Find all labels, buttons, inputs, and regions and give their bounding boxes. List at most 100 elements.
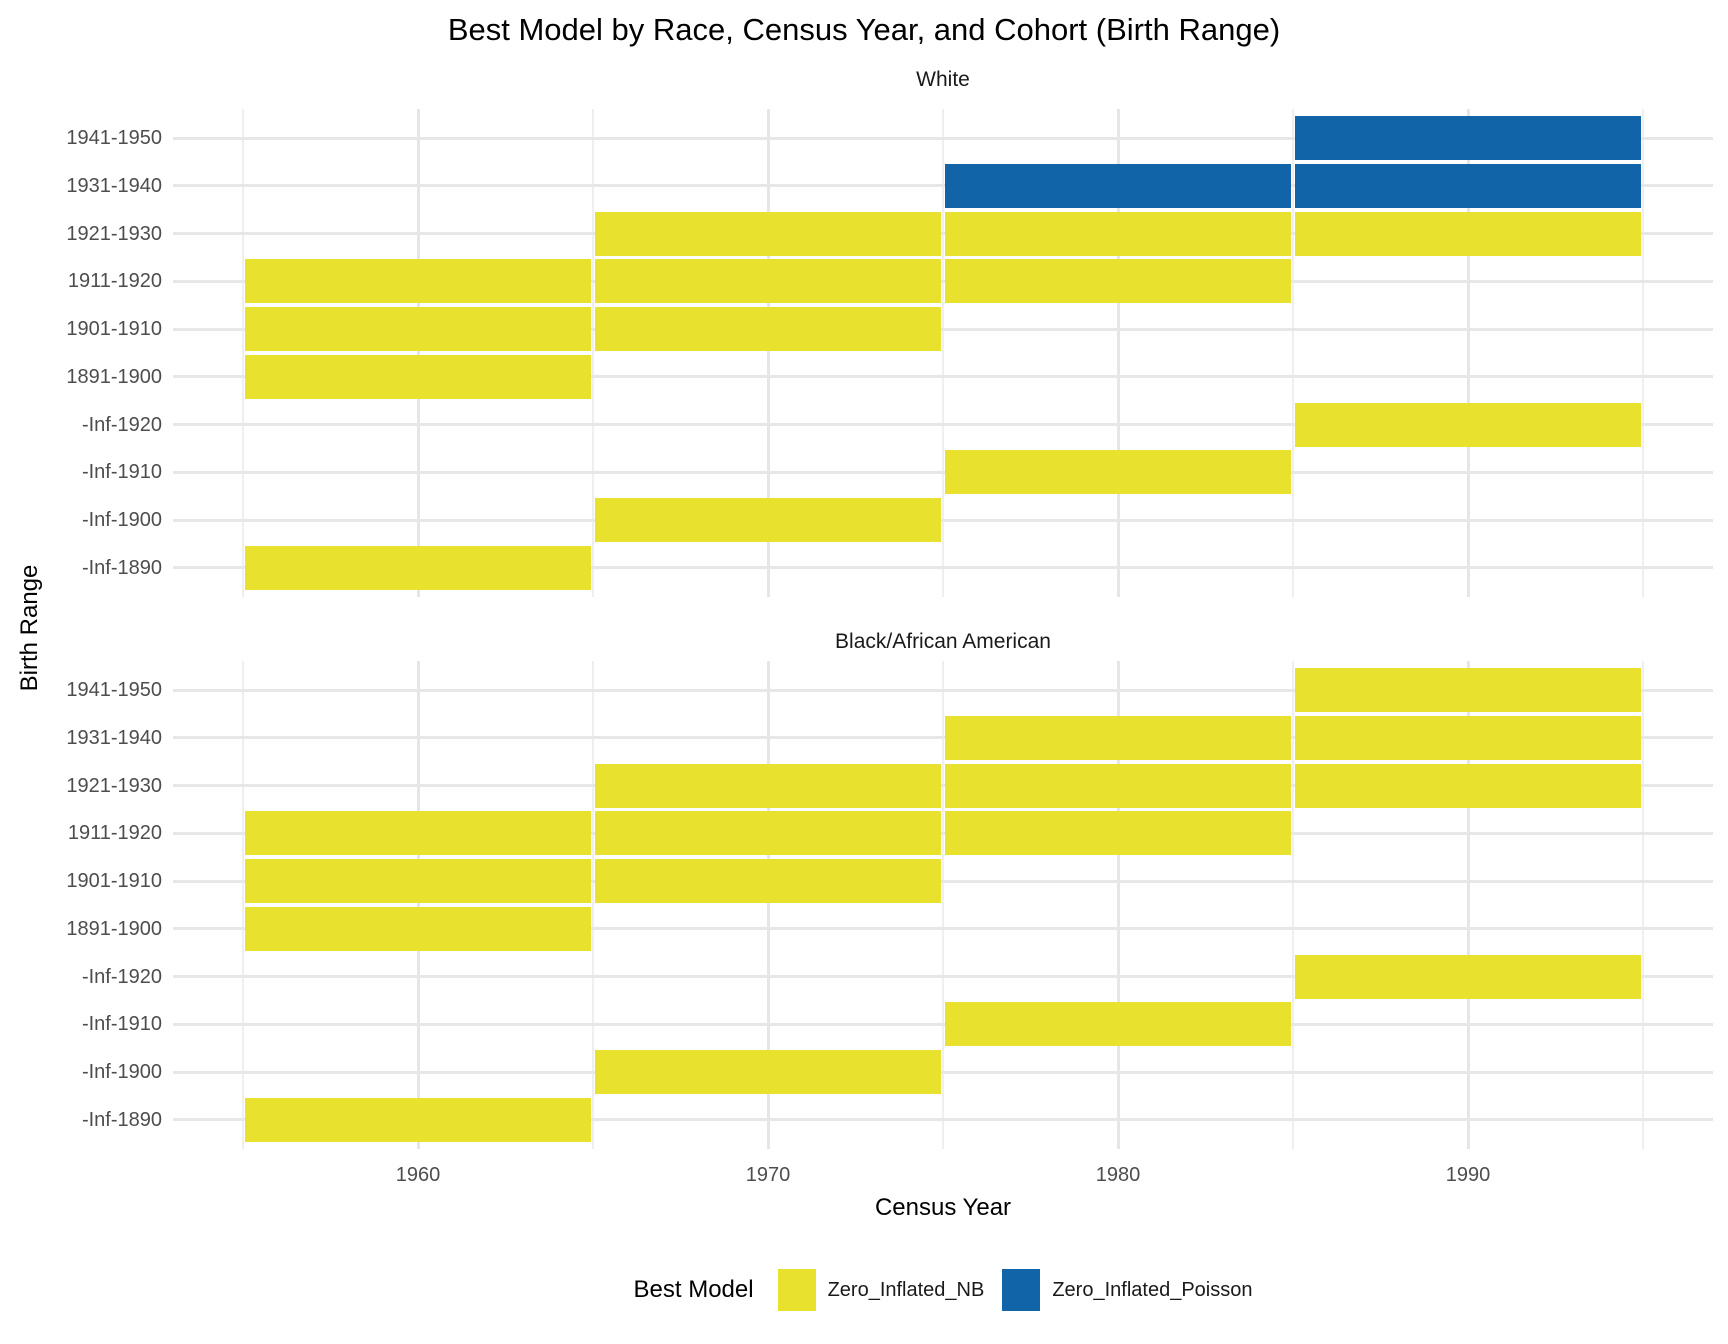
gridline (592, 109, 594, 597)
tile (595, 259, 941, 304)
gridline (173, 375, 1713, 379)
gridline (173, 831, 1713, 835)
gridline (1292, 661, 1294, 1149)
tile (1295, 402, 1641, 447)
tile (245, 545, 591, 590)
y-tick-label: 1941-1950 (66, 679, 162, 701)
gridline (173, 136, 1713, 140)
tile (1295, 715, 1641, 760)
legend-swatch (1002, 1269, 1041, 1311)
gridline (1642, 109, 1644, 597)
tile (245, 1097, 591, 1142)
gridline (173, 1070, 1713, 1074)
gridline (173, 688, 1713, 692)
x-axis-title: Census Year (874, 1194, 1012, 1221)
tile (945, 163, 1291, 208)
tile (595, 211, 941, 256)
legend-title: Best Model (633, 1276, 754, 1303)
y-tick-label: 1921-1930 (66, 774, 162, 797)
tile (245, 906, 591, 951)
y-tick-label: 1931-1940 (66, 726, 162, 749)
tile (1295, 954, 1641, 999)
tile (1295, 211, 1641, 256)
tile (1295, 763, 1641, 808)
x-tick-label: 1960 (395, 1164, 441, 1186)
tile (1295, 116, 1641, 160)
gridline (942, 661, 944, 1149)
gridline (173, 279, 1713, 283)
legend: Best Model Zero_Inflated_NB Zero_Inflated… (173, 1264, 1713, 1316)
tile (595, 498, 941, 543)
gridline (173, 518, 1713, 522)
gridline (173, 879, 1713, 883)
tile (945, 1002, 1291, 1047)
gridline (173, 736, 1713, 740)
y-tick-label: -Inf-1900 (81, 1061, 162, 1084)
x-tick-label: 1990 (1445, 1164, 1491, 1186)
y-tick-label: 1941-1950 (66, 127, 162, 149)
x-tick-label: 1970 (745, 1164, 791, 1186)
gridline (1466, 661, 1470, 1149)
tile (245, 307, 591, 352)
gridline (1466, 109, 1470, 597)
y-tick-label: -Inf-1890 (81, 1108, 162, 1131)
gridline (173, 784, 1713, 788)
gridline (173, 566, 1713, 570)
gridline (242, 661, 244, 1149)
gridline (416, 109, 420, 597)
y-tick-label: 1901-1910 (66, 870, 162, 893)
y-tick-label: -Inf-1900 (81, 509, 162, 532)
gridline (173, 975, 1713, 979)
tile (945, 259, 1291, 304)
legend-item: Zero_Inflated_NB (777, 1269, 985, 1311)
tile (595, 1050, 941, 1095)
gridline (173, 423, 1713, 427)
tile (245, 859, 591, 904)
y-tick-label: -Inf-1890 (81, 556, 162, 579)
gridline (592, 661, 594, 1149)
gridline (766, 661, 770, 1149)
tile (595, 307, 941, 352)
gridline (173, 1022, 1713, 1026)
gridline (1116, 661, 1120, 1149)
gridline (1642, 661, 1644, 1149)
tile (245, 259, 591, 304)
gridline (173, 232, 1713, 236)
tile (945, 715, 1291, 760)
gridline (766, 109, 770, 597)
gridline (416, 661, 420, 1149)
tile (245, 354, 591, 399)
y-tick-label: 1911-1920 (67, 270, 162, 293)
gridline (173, 1118, 1713, 1122)
y-tick-label: -Inf-1920 (81, 413, 162, 436)
legend-item-label: Zero_Inflated_Poisson (1052, 1278, 1253, 1301)
gridline (942, 109, 944, 597)
chart-title: Best Model by Race, Census Year, and Coh… (447, 12, 1281, 47)
y-tick-label: 1911-1920 (67, 822, 162, 845)
legend-item-label: Zero_Inflated_NB (827, 1278, 985, 1301)
tile (595, 859, 941, 904)
gridline (173, 470, 1713, 474)
x-tick-label: 1980 (1095, 1164, 1141, 1186)
gridline (173, 184, 1713, 188)
gridline (173, 327, 1713, 331)
y-tick-label: 1921-1930 (66, 222, 162, 245)
tile (945, 811, 1291, 856)
tile (945, 211, 1291, 256)
y-tick-label: 1901-1910 (66, 318, 162, 341)
gridline (1292, 109, 1294, 597)
facet-strip-label: Black/African American (835, 630, 1051, 653)
facet-strip-label: White (916, 68, 970, 91)
gridline (173, 927, 1713, 931)
y-tick-label: 1891-1900 (66, 365, 162, 388)
tile (245, 811, 591, 856)
tile (595, 763, 941, 808)
tile (945, 450, 1291, 495)
y-tick-label: -Inf-1910 (81, 1013, 162, 1036)
tile (595, 811, 941, 856)
gridline (1116, 109, 1120, 597)
tile (945, 763, 1291, 808)
legend-swatch (777, 1269, 816, 1311)
